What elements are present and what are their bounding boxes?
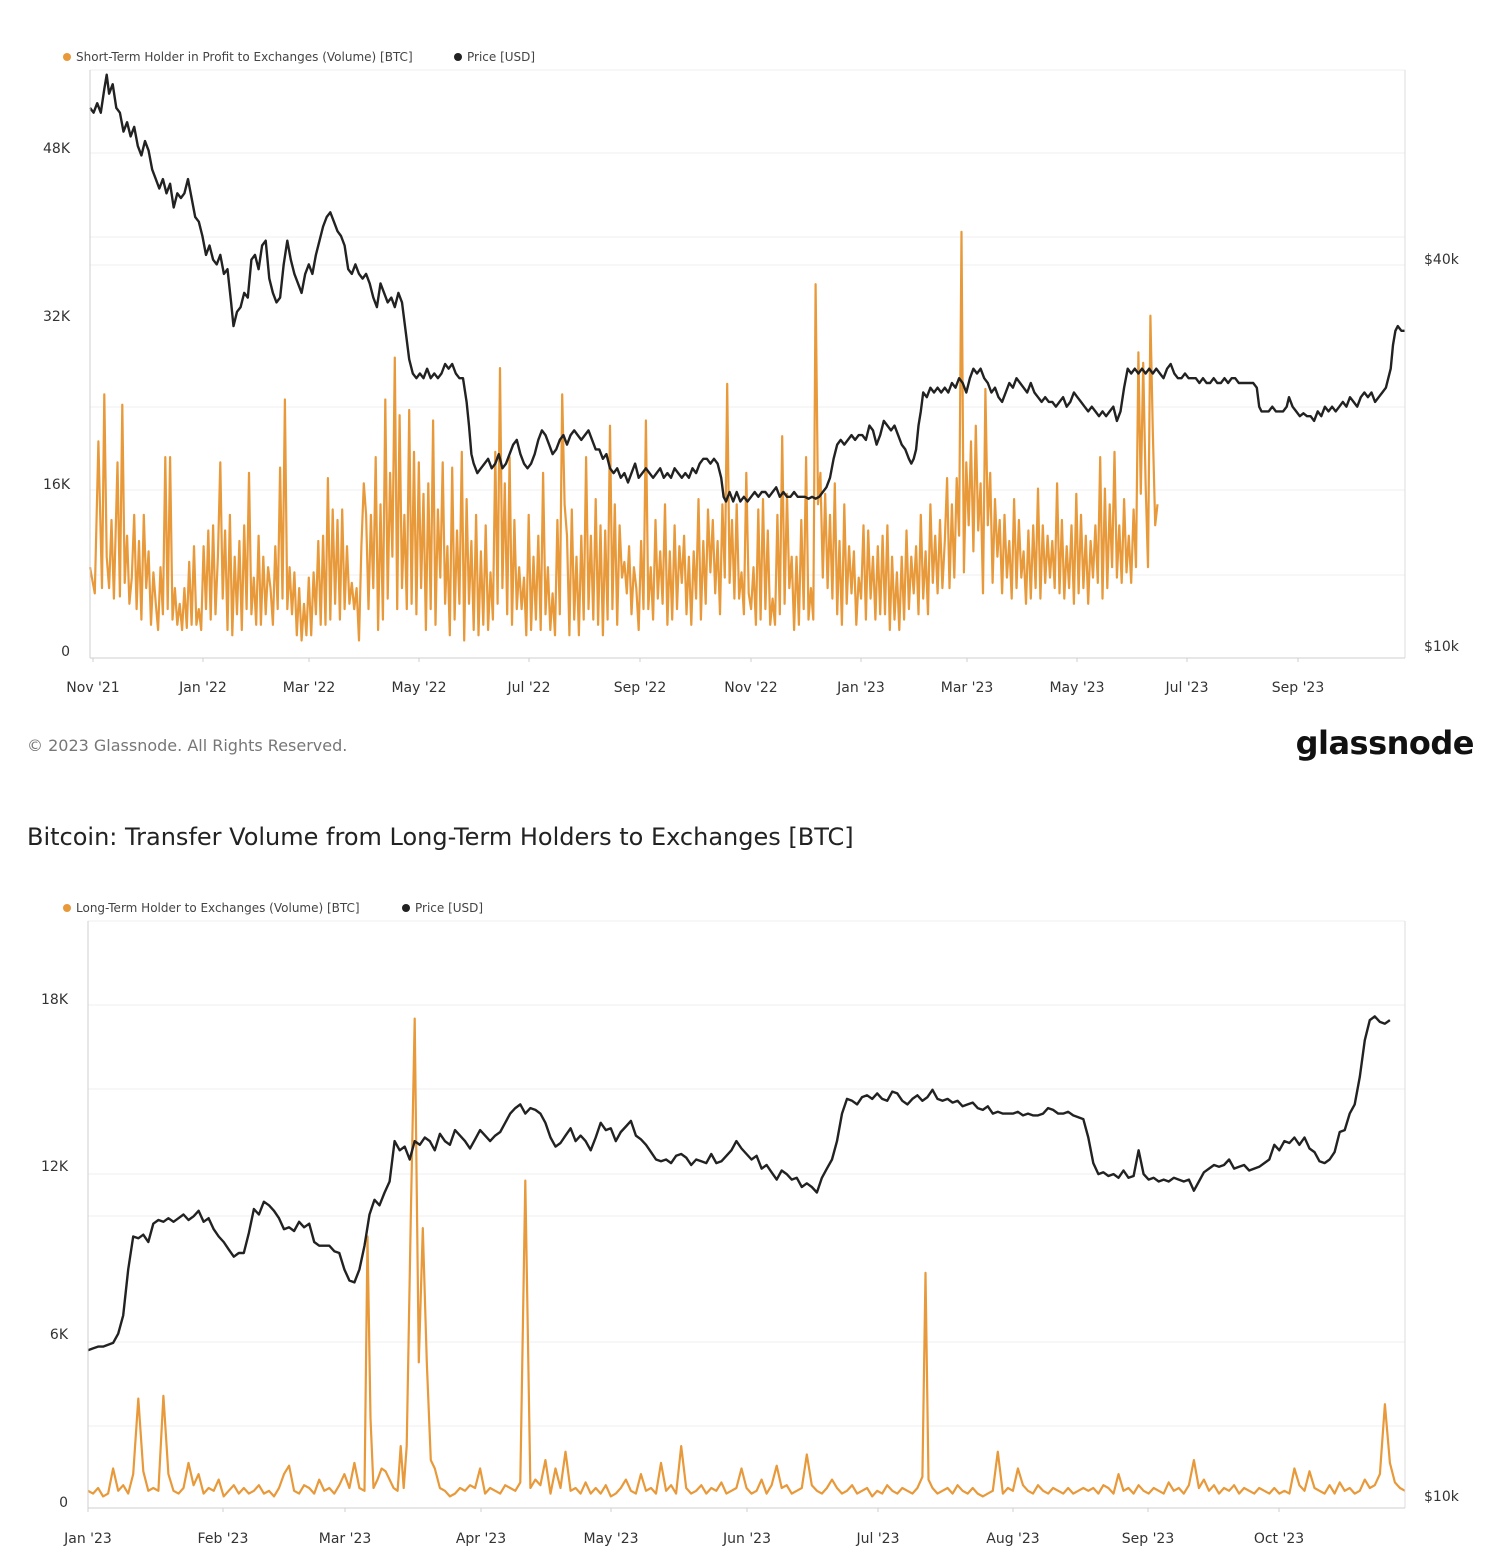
grid: [88, 920, 1405, 1427]
x-tick-label: Sep '23: [1122, 1531, 1175, 1547]
y-left-tick-label: 12K: [41, 1159, 69, 1175]
price-series: [87, 1015, 1391, 1352]
legend-label-price[interactable]: Price [USD]: [467, 50, 535, 64]
volume-line: [88, 230, 1159, 642]
x-tick-label: Jan '23: [836, 680, 885, 696]
copyright-notice: © 2023 Glassnode. All Rights Reserved.: [27, 736, 347, 755]
x-tick-label: Jul '22: [506, 680, 550, 696]
chart-title: Bitcoin: Transfer Volume from Long-Term …: [27, 823, 854, 851]
volume-line: [87, 1017, 1406, 1498]
x-tick-label: May '23: [583, 1531, 638, 1547]
x-tick-label: Mar '23: [941, 680, 994, 696]
x-tick-label: Jul '23: [855, 1531, 899, 1547]
glassnode-logo: glassnode: [1296, 724, 1474, 762]
x-tick-label: Aug '23: [986, 1531, 1039, 1547]
y-left-tick-label: 48K: [43, 141, 71, 157]
y-left-tick-label: 18K: [41, 992, 69, 1008]
x-tick-label: Sep '23: [1272, 680, 1325, 696]
lth-exchanges-chart: Long-Term Holder to Exchanges (Volume) […: [41, 901, 1460, 1547]
x-tick-label: May '22: [391, 680, 446, 696]
stp-exchanges-chart: Short-Term Holder in Profit to Exchanges…: [43, 50, 1460, 696]
price-line: [89, 73, 1405, 503]
y-right-tick-label: $40k: [1424, 252, 1460, 268]
x-tick-label: Jul '23: [1164, 680, 1208, 696]
y-left-tick-label: 16K: [43, 477, 71, 493]
volume-series: [87, 1017, 1406, 1498]
volume-series: [88, 230, 1159, 642]
x-tick-label: Sep '22: [614, 680, 667, 696]
x-tick-label: May '23: [1049, 680, 1104, 696]
legend-label-volume[interactable]: Long-Term Holder to Exchanges (Volume) […: [76, 901, 360, 915]
legend-label-volume[interactable]: Short-Term Holder in Profit to Exchanges…: [76, 50, 413, 64]
x-tick-label: Apr '23: [456, 1531, 506, 1547]
y-left-tick-label: 0: [59, 1495, 68, 1511]
x-tick-label: Mar '22: [283, 680, 336, 696]
x-tick-label: Oct '23: [1254, 1531, 1304, 1547]
y-left-tick-label: 6K: [50, 1327, 69, 1343]
legend-marker-price: [454, 53, 462, 61]
x-tick-label: Jan '23: [63, 1531, 112, 1547]
legend-label-price[interactable]: Price [USD]: [415, 901, 483, 915]
legend-marker-price: [402, 904, 410, 912]
axes: 0 6K 12K 18K $10k Jan '23 Feb '23 Mar '23 Apr '2…: [41, 921, 1460, 1547]
x-tick-label: Nov '22: [724, 680, 777, 696]
y-left-tick-label: 0: [61, 644, 70, 660]
price-line: [87, 1015, 1391, 1352]
x-tick-label: Feb '23: [198, 1531, 249, 1547]
y-right-tick-label: $10k: [1424, 639, 1460, 655]
x-tick-label: Jan '22: [178, 680, 227, 696]
y-right-tick-label: $10k: [1424, 1489, 1460, 1505]
axes: 0 16K 32K 48K $10k $40k Nov '21 Jan '22 Mar '22 M…: [43, 70, 1460, 696]
legend-marker-volume: [63, 904, 71, 912]
x-tick-label: Jun '23: [722, 1531, 771, 1547]
y-left-tick-label: 32K: [43, 309, 71, 325]
price-series: [89, 73, 1405, 503]
x-tick-label: Mar '23: [319, 1531, 372, 1547]
legend-marker-volume: [63, 53, 71, 61]
x-tick-label: Nov '21: [66, 680, 119, 696]
